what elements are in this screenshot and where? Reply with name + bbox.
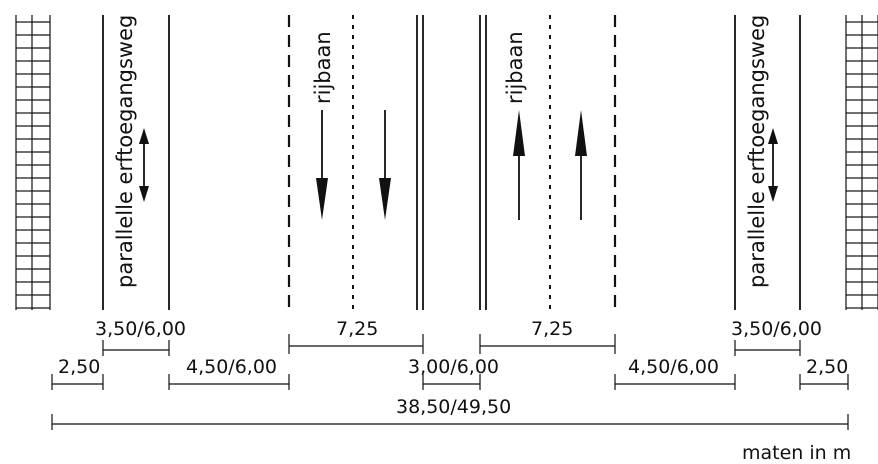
dim-left-separation: 4,50/6,00 (168, 356, 290, 390)
right-boundary-fence (845, 15, 878, 310)
units-note: maten in m (742, 442, 851, 464)
dim-right-verge: 2,50 (799, 356, 849, 390)
right-carriageway-arrow-up-1 (513, 110, 525, 220)
left-boundary-fence (15, 15, 51, 310)
dim-right-separation-text: 4,50/6,00 (628, 356, 719, 378)
right-service-road-bidirectional-arrow (768, 128, 778, 202)
dim-right-verge-text: 2,50 (806, 356, 848, 378)
right-carriageway-arrow-up-2 (575, 110, 587, 220)
right-service-road-label: parallelle erftoegangsweg (745, 15, 769, 288)
dim-left-verge-text: 2,50 (58, 356, 100, 378)
dim-left-separation-text: 4,50/6,00 (186, 356, 277, 378)
dim-total-width-text: 38,50/49,50 (396, 396, 511, 418)
dim-right-separation: 4,50/6,00 (614, 356, 736, 390)
dim-total-width: 38,50/49,50 (51, 396, 849, 430)
dim-left-verge: 2,50 (51, 356, 104, 390)
dim-left-service-width: 3,50/6,00 (95, 318, 186, 356)
left-service-road-bidirectional-arrow (139, 128, 149, 202)
dim-right-carriageway-width: 7,25 (479, 318, 616, 354)
left-service-road-label: parallelle erftoegangsweg (113, 15, 137, 288)
dim-right-service-width-text: 3,50/6,00 (731, 318, 822, 340)
left-carriageway-label: rijbaan (311, 31, 335, 104)
dim-left-carriageway-width: 7,25 (288, 318, 424, 354)
dim-right-service-width: 3,50/6,00 (731, 318, 822, 356)
dim-right-carriageway-width-text: 7,25 (531, 318, 573, 340)
left-carriageway-arrow-down-1 (316, 110, 328, 220)
dim-left-service-width-text: 3,50/6,00 (95, 318, 186, 340)
left-carriageway-arrow-down-2 (379, 110, 391, 220)
dim-left-carriageway-width-text: 7,25 (336, 318, 378, 340)
dim-median-text: 3,00/6,00 (408, 356, 499, 378)
dim-median: 3,00/6,00 (408, 356, 499, 390)
right-carriageway-label: rijbaan (503, 31, 527, 104)
